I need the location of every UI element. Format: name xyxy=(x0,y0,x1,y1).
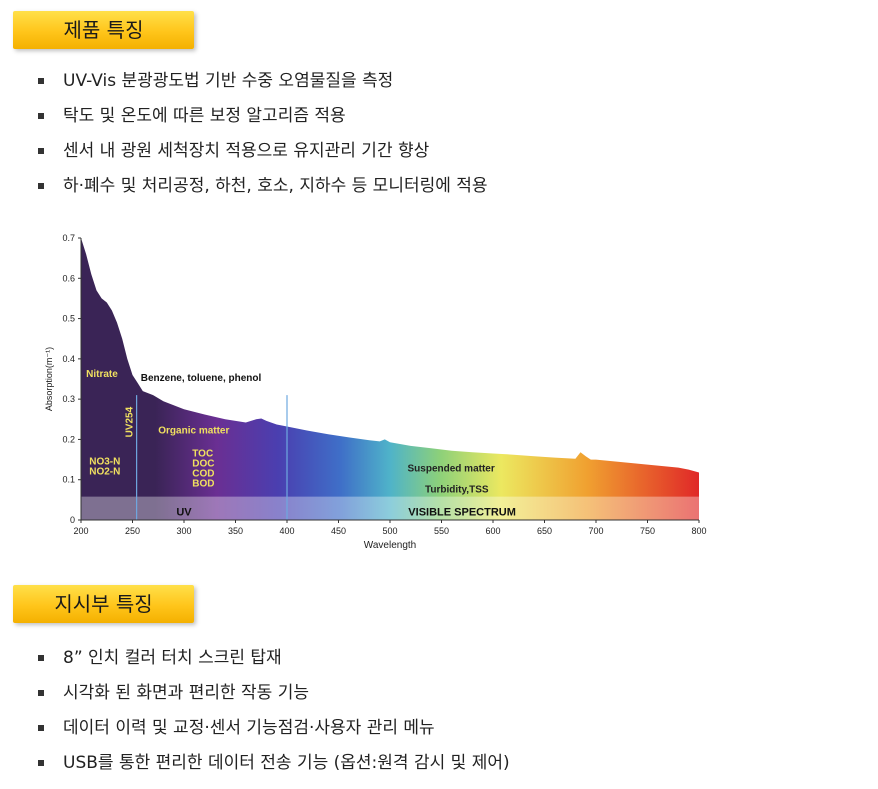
chart-annotation: TOC xyxy=(192,448,213,459)
spectrum-band xyxy=(287,496,699,520)
y-tick-label: 0.2 xyxy=(62,434,75,444)
y-tick-label: 0.1 xyxy=(62,475,75,485)
y-tick-label: 0.4 xyxy=(62,354,75,364)
x-tick-label: 650 xyxy=(537,526,552,536)
list-item: 데이터 이력 및 교정·센서 기능점검·사용자 관리 메뉴 xyxy=(38,711,510,746)
absorption-spectrum-chart: UV VISIBLE SPECTRUM UV254 Nitrate Benzene, t… xyxy=(44,233,707,551)
y-tick-label: 0.7 xyxy=(62,233,75,243)
list-item: USB를 통한 편리한 데이터 전송 기능 (옵션:원격 감시 및 제어) xyxy=(38,746,510,781)
x-tick-label: 700 xyxy=(588,526,603,536)
x-axis-label: Wavelength xyxy=(364,540,416,551)
x-tick-label: 400 xyxy=(279,526,294,536)
band-label: VISIBLE SPECTRUM xyxy=(408,507,516,519)
list-item: 센서 내 광원 세척장치 적용으로 유지관리 기간 향상 xyxy=(38,134,488,169)
chart-annotation: NO3-N xyxy=(89,456,120,467)
x-tick-label: 450 xyxy=(331,526,346,536)
marker-label: UV254 xyxy=(125,406,136,437)
x-tick-label: 200 xyxy=(73,526,88,536)
absorption-area xyxy=(81,238,699,520)
chart-annotation: Nitrate xyxy=(86,369,118,380)
list-item: 시각화 된 화면과 편리한 작동 기능 xyxy=(38,676,510,711)
product-features-list: UV-Vis 분광광도법 기반 수중 오염물질을 측정 탁도 및 온도에 따른 … xyxy=(38,64,488,204)
x-tick-label: 350 xyxy=(228,526,243,536)
display-features-title: 지시부 특징 xyxy=(13,585,194,623)
list-item: 하·폐수 및 처리공정, 하천, 호소, 지하수 등 모니터링에 적용 xyxy=(38,169,488,204)
list-item: 탁도 및 온도에 따른 보정 알고리즘 적용 xyxy=(38,99,488,134)
list-item: UV-Vis 분광광도법 기반 수중 오염물질을 측정 xyxy=(38,64,488,99)
y-axis-label: Absorption(m⁻¹) xyxy=(44,347,54,411)
x-tick-label: 750 xyxy=(640,526,655,536)
chart-annotation: NO2-N xyxy=(89,466,120,477)
chart-annotation: BOD xyxy=(192,479,214,490)
display-features-list: 8” 인치 컬러 터치 스크린 탑재 시각화 된 화면과 편리한 작동 기능 데… xyxy=(38,641,510,781)
chart-annotation: Suspended matter xyxy=(408,464,495,475)
x-tick-label: 600 xyxy=(485,526,500,536)
chart-annotation: COD xyxy=(192,468,214,479)
y-tick-label: 0.3 xyxy=(62,394,75,404)
y-tick-label: 0.6 xyxy=(62,273,75,283)
spectrum-band xyxy=(81,496,287,520)
chart-annotation: Benzene, toluene, phenol xyxy=(141,373,262,384)
product-features-title: 제품 특징 xyxy=(13,11,194,49)
x-tick-label: 550 xyxy=(434,526,449,536)
list-item: 8” 인치 컬러 터치 스크린 탑재 xyxy=(38,641,510,676)
x-tick-label: 500 xyxy=(382,526,397,536)
x-tick-label: 300 xyxy=(176,526,191,536)
x-tick-label: 800 xyxy=(691,526,706,536)
chart-annotation: Organic matter xyxy=(158,425,229,436)
band-label: UV xyxy=(176,507,192,519)
chart-annotation: DOC xyxy=(192,458,214,469)
chart-annotation: Turbidity,TSS xyxy=(425,485,489,496)
x-tick-label: 250 xyxy=(125,526,140,536)
y-tick-label: 0.5 xyxy=(62,314,75,324)
y-tick-label: 0 xyxy=(70,515,75,525)
